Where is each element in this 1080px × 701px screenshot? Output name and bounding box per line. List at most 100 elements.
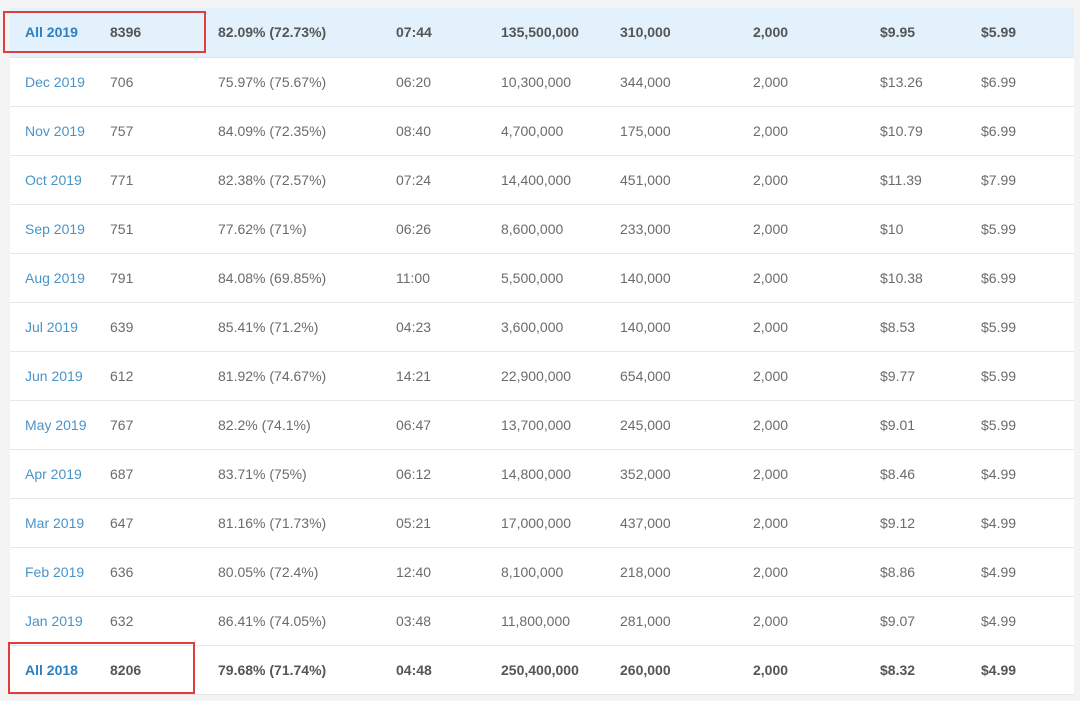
time-cell: 08:40 xyxy=(396,122,432,139)
table-row: Dec 2019 706 75.97% (75.67%) 06:20 10,300,00… xyxy=(10,57,1074,106)
total-cell: 250,400,000 xyxy=(501,661,579,678)
count-cell: 771 xyxy=(110,171,134,188)
average-cell: 233,000 xyxy=(620,220,671,237)
average-cell: 654,000 xyxy=(620,367,671,384)
table-row: Nov 2019 757 84.09% (72.35%) 08:40 4,700,000… xyxy=(10,106,1074,155)
price-high-cell: $9.07 xyxy=(880,612,916,629)
rate-cell: 82.09% (72.73%) xyxy=(218,24,327,41)
time-cell: 04:23 xyxy=(396,318,432,335)
period-cell[interactable]: Feb 2019 xyxy=(25,563,85,580)
period-cell[interactable]: Mar 2019 xyxy=(25,514,85,531)
total-cell: 3,600,000 xyxy=(501,318,564,335)
time-cell: 06:47 xyxy=(396,416,432,433)
time-cell: 07:24 xyxy=(396,171,432,188)
table-row: Jun 2019 612 81.92% (74.67%) 14:21 22,900,00… xyxy=(10,351,1074,400)
average-cell: 451,000 xyxy=(620,171,671,188)
average-cell: 245,000 xyxy=(620,416,671,433)
fixed-cell: 2,000 xyxy=(753,514,789,531)
period-cell[interactable]: Jan 2019 xyxy=(25,612,83,629)
total-cell: 10,300,000 xyxy=(501,73,572,90)
fixed-cell: 2,000 xyxy=(753,171,789,188)
count-cell: 757 xyxy=(110,122,134,139)
period-cell[interactable]: Jun 2019 xyxy=(25,367,83,384)
time-cell: 05:21 xyxy=(396,514,432,531)
stats-table-body: All 2019 8396 82.09% (72.73%) 07:44 135,500,… xyxy=(10,8,1074,694)
period-cell[interactable]: Apr 2019 xyxy=(25,465,82,482)
annotation-box-all-2019 xyxy=(3,11,206,53)
rate-cell: 84.09% (72.35%) xyxy=(218,122,327,139)
price-low-cell: $4.99 xyxy=(981,612,1017,629)
total-cell: 8,600,000 xyxy=(501,220,564,237)
time-cell: 06:12 xyxy=(396,465,432,482)
time-cell: 06:26 xyxy=(396,220,432,237)
total-cell: 22,900,000 xyxy=(501,367,572,384)
table-row: All 2019 8396 82.09% (72.73%) 07:44 135,500,… xyxy=(10,8,1074,57)
period-cell[interactable]: All 2018 xyxy=(25,661,78,678)
period-cell[interactable]: All 2019 xyxy=(25,24,78,41)
time-cell: 14:21 xyxy=(396,367,432,384)
fixed-cell: 2,000 xyxy=(753,367,789,384)
count-cell: 612 xyxy=(110,367,134,384)
period-cell[interactable]: Nov 2019 xyxy=(25,122,85,139)
price-high-cell: $11.39 xyxy=(880,171,922,188)
fixed-cell: 2,000 xyxy=(753,612,789,629)
average-cell: 281,000 xyxy=(620,612,671,629)
average-cell: 175,000 xyxy=(620,122,671,139)
rate-cell: 77.62% (71%) xyxy=(218,220,307,237)
price-low-cell: $5.99 xyxy=(981,416,1017,433)
price-high-cell: $9.95 xyxy=(880,24,916,41)
total-cell: 135,500,000 xyxy=(501,24,579,41)
rate-cell: 82.2% (74.1%) xyxy=(218,416,311,433)
time-cell: 06:20 xyxy=(396,73,432,90)
price-high-cell: $9.77 xyxy=(880,367,916,384)
total-cell: 17,000,000 xyxy=(501,514,572,531)
period-cell[interactable]: Sep 2019 xyxy=(25,220,85,237)
price-low-cell: $4.99 xyxy=(981,563,1017,580)
total-cell: 11,800,000 xyxy=(501,612,571,629)
price-low-cell: $7.99 xyxy=(981,171,1017,188)
fixed-cell: 2,000 xyxy=(753,661,789,678)
count-cell: 8396 xyxy=(110,24,142,41)
count-cell: 647 xyxy=(110,514,134,531)
count-cell: 636 xyxy=(110,563,134,580)
rate-cell: 81.92% (74.67%) xyxy=(218,367,327,384)
table-row: Feb 2019 636 80.05% (72.4%) 12:40 8,100,000 2… xyxy=(10,547,1074,596)
total-cell: 8,100,000 xyxy=(501,563,564,580)
time-cell: 03:48 xyxy=(396,612,432,629)
price-high-cell: $8.86 xyxy=(880,563,916,580)
count-cell: 639 xyxy=(110,318,134,335)
price-high-cell: $10 xyxy=(880,220,904,237)
fixed-cell: 2,000 xyxy=(753,269,789,286)
price-high-cell: $10.79 xyxy=(880,122,923,139)
rate-cell: 85.41% (71.2%) xyxy=(218,318,319,335)
time-cell: 12:40 xyxy=(396,563,432,580)
price-low-cell: $4.99 xyxy=(981,661,1017,678)
fixed-cell: 2,000 xyxy=(753,465,789,482)
count-cell: 751 xyxy=(110,220,134,237)
price-high-cell: $8.53 xyxy=(880,318,916,335)
period-cell[interactable]: May 2019 xyxy=(25,416,87,433)
annotation-box-all-2018 xyxy=(8,642,195,694)
fixed-cell: 2,000 xyxy=(753,416,789,433)
rate-cell: 84.08% (69.85%) xyxy=(218,269,327,286)
period-cell[interactable]: Jul 2019 xyxy=(25,318,78,335)
average-cell: 437,000 xyxy=(620,514,671,531)
rate-cell: 75.97% (75.67%) xyxy=(218,73,327,90)
table-row: Mar 2019 647 81.16% (71.73%) 05:21 17,000,00… xyxy=(10,498,1074,547)
time-cell: 07:44 xyxy=(396,24,432,41)
period-cell[interactable]: Dec 2019 xyxy=(25,73,85,90)
table-row: Jul 2019 639 85.41% (71.2%) 04:23 3,600,000 1… xyxy=(10,302,1074,351)
average-cell: 140,000 xyxy=(620,318,671,335)
period-cell[interactable]: Oct 2019 xyxy=(25,171,82,188)
rate-cell: 81.16% (71.73%) xyxy=(218,514,327,531)
stats-table-container: All 2019 8396 82.09% (72.73%) 07:44 135,500,… xyxy=(10,8,1074,695)
rate-cell: 82.38% (72.57%) xyxy=(218,171,327,188)
total-cell: 14,800,000 xyxy=(501,465,572,482)
count-cell: 8206 xyxy=(110,661,142,678)
fixed-cell: 2,000 xyxy=(753,24,789,41)
rate-cell: 83.71% (75%) xyxy=(218,465,307,482)
average-cell: 352,000 xyxy=(620,465,671,482)
price-high-cell: $8.32 xyxy=(880,661,916,678)
count-cell: 791 xyxy=(110,269,134,286)
period-cell[interactable]: Aug 2019 xyxy=(25,269,85,286)
